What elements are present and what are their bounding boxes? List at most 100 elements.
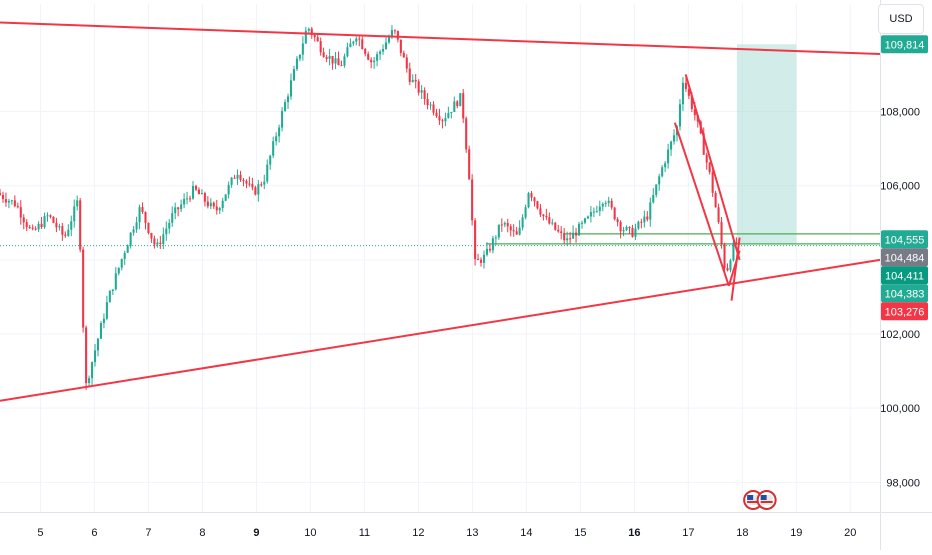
candle-body (281, 111, 284, 128)
time-tick-label: 10 (304, 527, 316, 539)
candle-body (557, 229, 560, 232)
candle-body (539, 208, 542, 215)
candle-body (545, 215, 548, 218)
candle-body (34, 228, 37, 230)
candle-body (393, 30, 396, 32)
candle-body (536, 201, 539, 209)
candle-body (22, 217, 25, 223)
candle-body (729, 260, 732, 271)
candle-body (705, 154, 708, 163)
candle-body (212, 202, 215, 207)
flag-canton (760, 495, 767, 500)
candle-body (263, 181, 266, 185)
candle-body (230, 177, 233, 185)
candle-body (512, 230, 515, 232)
candle-body (19, 207, 22, 218)
candle-body (732, 242, 735, 261)
candle-body (361, 39, 364, 49)
candle-body (171, 213, 174, 223)
candle-body (111, 289, 114, 292)
target-zone (736, 44, 797, 245)
candle-body (168, 222, 171, 229)
candle-body (625, 226, 628, 230)
candle-body (453, 101, 456, 112)
time-tick-label: 20 (844, 527, 856, 539)
candle-body (248, 183, 251, 185)
candle-body (370, 59, 373, 63)
candle-body (494, 237, 497, 239)
candle-body (619, 222, 622, 232)
price-tag-label: 104,555 (885, 234, 925, 246)
time-tick-label: 6 (91, 527, 97, 539)
time-tick-label: 9 (253, 527, 259, 539)
candle-body (524, 207, 527, 218)
candle-body (343, 56, 346, 66)
candle-body (420, 90, 423, 93)
candle-body (322, 52, 325, 57)
candle-body (384, 42, 388, 49)
price-tag-label: 104,484 (885, 252, 925, 264)
candle-body (153, 238, 156, 245)
candle-body (423, 90, 426, 100)
candle-body (687, 88, 690, 96)
candle-body (506, 222, 509, 227)
price-tick-label: 106,000 (880, 181, 920, 193)
candle-body (301, 43, 304, 55)
candle-body (209, 202, 212, 207)
candle-body (165, 228, 168, 235)
candle-body (607, 200, 610, 203)
candle-body (681, 82, 684, 105)
candle-body (471, 179, 474, 221)
candle-body (726, 267, 729, 271)
candle-body (31, 227, 34, 229)
currency-selector[interactable]: USD (878, 4, 924, 34)
candle-body (307, 28, 310, 31)
candle-body (7, 200, 10, 203)
candle-body (548, 217, 551, 224)
candle-body (295, 58, 298, 70)
candle-body (479, 259, 483, 263)
candle-body (123, 252, 126, 259)
price-tag-label: 103,276 (885, 306, 925, 318)
candle-body (0, 193, 2, 195)
candle-body (364, 48, 367, 54)
candle-body (373, 60, 376, 63)
candle-body (102, 318, 105, 324)
candle-body (708, 162, 711, 173)
candle-body (1, 194, 5, 200)
candle-body (358, 38, 361, 40)
candle-body (382, 48, 385, 52)
candle-body (518, 227, 521, 235)
candle-body (227, 184, 230, 195)
candle-body (500, 224, 503, 226)
trendline (684, 74, 741, 261)
candle-body (655, 184, 658, 195)
candle-body (610, 200, 613, 208)
candle-body (542, 214, 545, 216)
candle-body (325, 56, 328, 59)
candle-body (405, 57, 408, 69)
candle-body (156, 242, 159, 245)
candle-body (411, 79, 414, 83)
candle-body (575, 232, 578, 236)
candle-body (129, 232, 132, 246)
candle-body (649, 202, 652, 220)
candle-body (589, 212, 592, 217)
time-tick-label: 16 (628, 527, 640, 539)
candle-body (28, 227, 31, 229)
candle-body (664, 163, 667, 168)
candle-body (577, 223, 581, 236)
candle-body (346, 47, 349, 57)
candle-body (637, 221, 640, 229)
candle-body (462, 93, 465, 119)
candle-body (634, 228, 637, 237)
candle-body (221, 200, 224, 209)
candle-body (667, 149, 670, 164)
candle-body (206, 201, 209, 207)
candle-body (604, 202, 607, 204)
candle-body (569, 238, 572, 240)
candle-body (76, 200, 79, 207)
candle-body (70, 221, 73, 230)
